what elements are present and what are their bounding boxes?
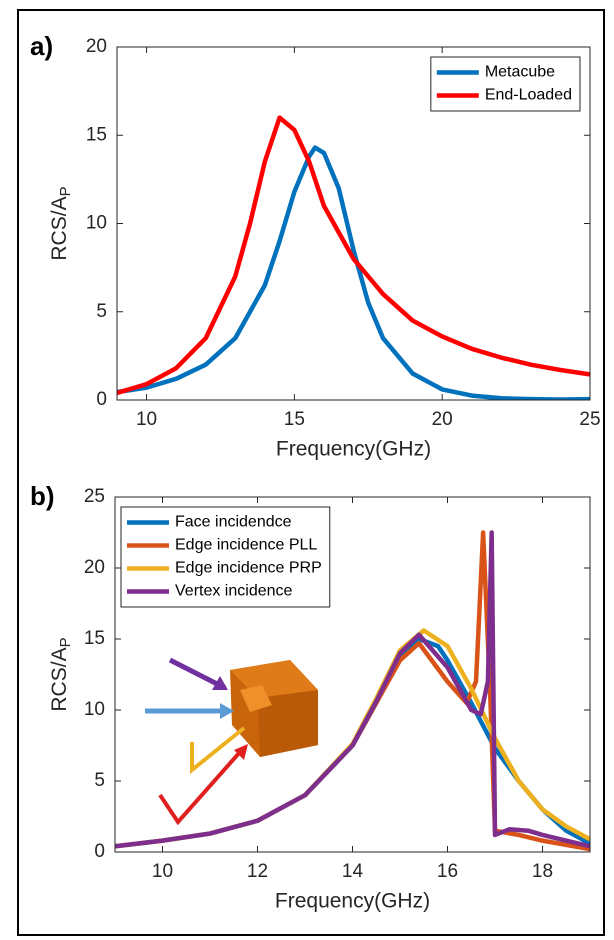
y-axis-label-subscript: P [57,186,74,196]
legend-label: Metacube [485,64,555,81]
y-tick-label: 15 [86,124,107,145]
legend-box [430,56,581,112]
y-tick-label: 5 [94,770,105,791]
y-tick-label: 0 [94,841,105,862]
x-axis-label: Frequency(GHz) [276,438,431,461]
x-tick-label: 10 [152,861,173,882]
y-tick-label: 10 [84,699,105,720]
axes-box [114,496,591,853]
x-axis-label: Frequency(GHz) [275,890,430,913]
x-tick-label: 25 [579,409,600,430]
legend: Metacube End-Loaded [430,56,581,112]
y-axis-label-main: RCS/A [48,196,71,260]
arrow [158,750,242,826]
x-tick-label: 20 [432,409,453,430]
cube-side [258,690,318,757]
y-axis-label-subscript: P [57,637,74,647]
series-line [117,145,590,400]
y-axis-label: RCS/AP [48,637,74,711]
y-tick-label: 5 [96,301,107,322]
y-axis-label: RCS/AP [48,186,74,260]
legend-label: Edge incidence PLL [175,537,317,554]
panel-label: a) [30,31,53,61]
legend-label: Face incidendce [175,514,292,531]
y-axis-label-main: RCS/A [48,647,71,711]
x-tick-label: 16 [437,861,458,882]
arrowhead [234,744,248,760]
x-tick-label: 10 [136,409,157,430]
legend: Face incidendce Edge incidence PLL Edge in… [120,506,331,608]
y-tick-label: 20 [86,36,107,57]
arrowhead [212,676,228,690]
legend-label: Edge incidence PRP [175,560,322,577]
cube-inset [145,657,318,826]
x-tick-label: 15 [284,409,305,430]
legend-label: End-Loaded [485,87,572,104]
arrowhead [220,703,234,719]
x-tick-label: 14 [342,861,364,882]
series-line [117,115,590,396]
cube-detail [240,685,272,712]
y-tick-label: 10 [86,213,107,234]
x-tick-label: 18 [532,861,553,882]
arrow [190,726,246,775]
y-tick-label: 25 [84,486,105,507]
axes-box [116,46,591,401]
legend-label: Vertex incidence [175,583,293,600]
x-tick-label: 12 [247,861,268,882]
y-tick-label: 0 [96,389,107,410]
series-line [115,530,590,849]
panel-label: b) [30,481,55,511]
y-tick-label: 20 [84,557,105,578]
y-tick-label: 15 [84,628,105,649]
